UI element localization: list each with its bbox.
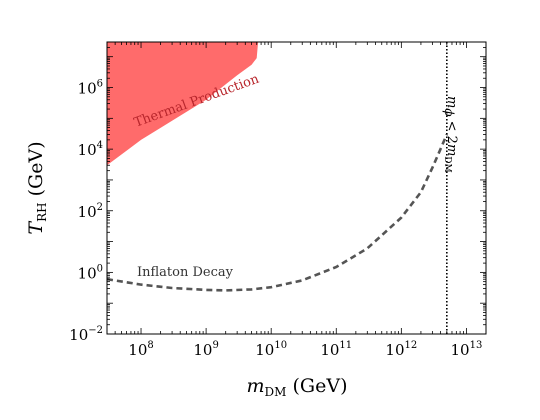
x-tick-label: 1010	[255, 340, 287, 359]
series-inflaton-decay	[107, 133, 448, 292]
y-tick-label: 102	[78, 202, 103, 221]
axis-ticks: 108 109 1010 1011 1012 1013 10−2 100 102 104 106	[69, 41, 487, 359]
y-tick-label: 100	[78, 263, 103, 282]
vline-label: mϕ < 2mDM	[442, 96, 459, 173]
plot-frame	[106, 41, 487, 335]
x-tick-label: 108	[128, 340, 153, 359]
x-axis-title: mDM (GeV)	[247, 375, 348, 399]
y-tick-label: 104	[78, 140, 103, 159]
plot-area	[107, 42, 448, 334]
y-axis-title: TRH (GeV)	[25, 141, 49, 234]
region-thermal-production	[107, 42, 259, 166]
y-tick-label: 106	[78, 79, 103, 98]
x-tick-label: 1013	[450, 340, 482, 359]
inflaton-decay-label: Inflaton Decay	[137, 265, 234, 280]
x-tick-label: 1012	[385, 340, 417, 359]
y-tick-label: 10−2	[69, 325, 103, 344]
x-tick-label: 1011	[320, 340, 352, 359]
x-tick-label: 109	[193, 340, 218, 359]
